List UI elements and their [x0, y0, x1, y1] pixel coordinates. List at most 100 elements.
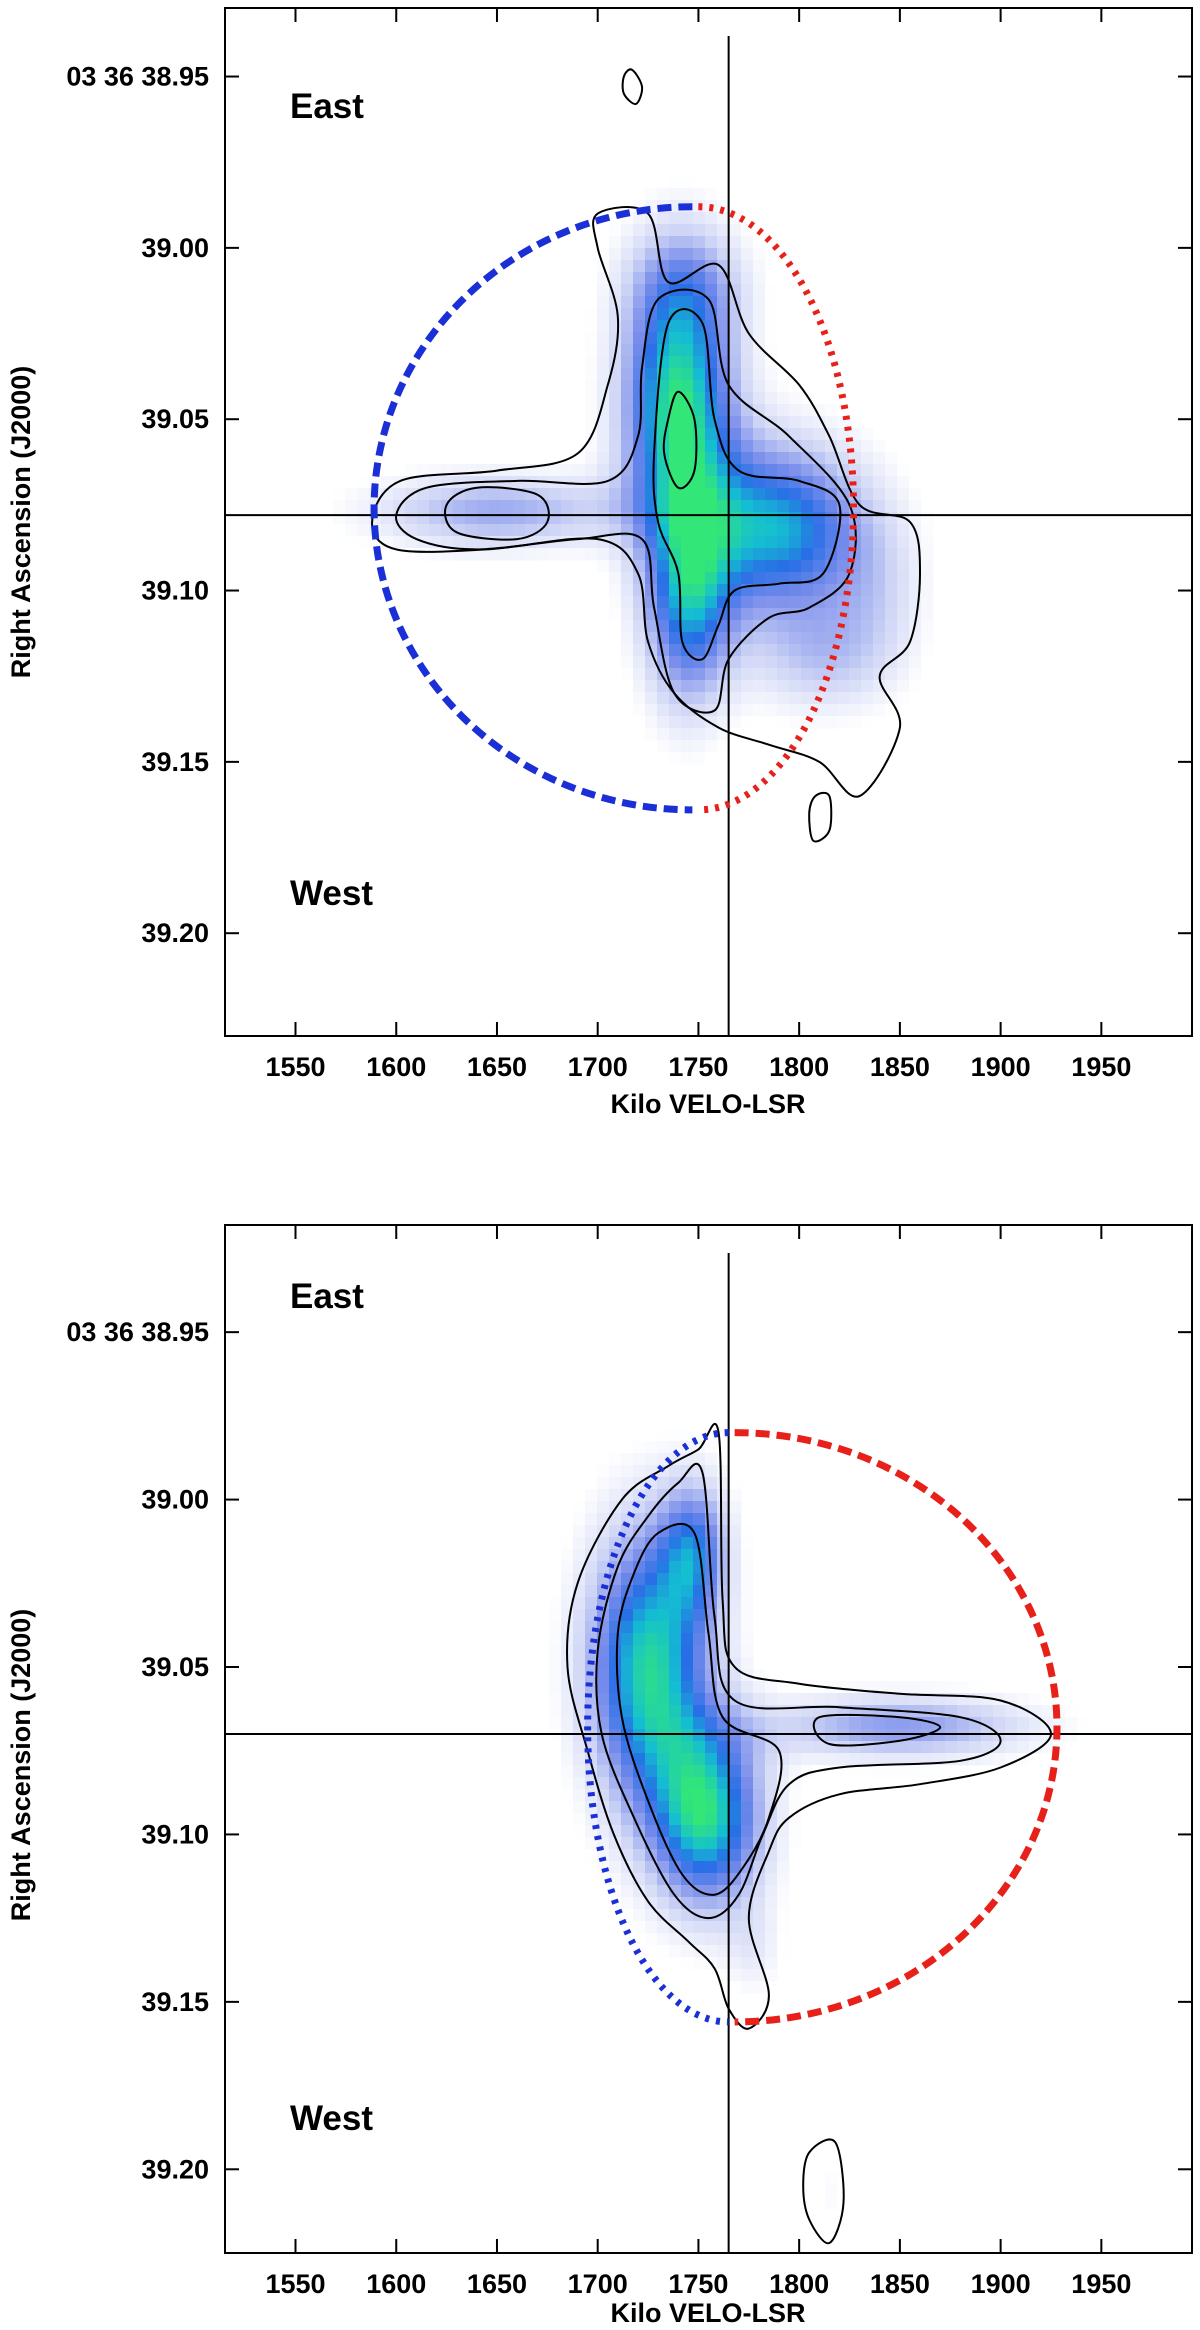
heatmap-cell — [873, 1705, 886, 1718]
heatmap-cell — [645, 368, 658, 381]
y-tick-label: 39.05 — [141, 1652, 209, 1682]
heatmap-cell — [609, 1801, 622, 1814]
heatmap-cell — [729, 524, 742, 537]
heatmap-cell — [1017, 1717, 1030, 1730]
heatmap-cell — [861, 548, 874, 561]
heatmap-cell — [705, 1489, 718, 1502]
heatmap-cell — [693, 728, 706, 741]
heatmap-cell — [717, 1561, 730, 1574]
heatmap-cell — [729, 1681, 742, 1694]
contour-line — [808, 791, 833, 843]
heatmap-cell — [633, 644, 646, 657]
heatmap-cell — [417, 524, 430, 537]
heatmap-cell — [657, 212, 670, 225]
heatmap-cell — [657, 1489, 670, 1502]
heatmap-cell — [681, 1909, 694, 1922]
heatmap-cell — [657, 1801, 670, 1814]
heatmap-cell — [873, 1765, 886, 1778]
heatmap-cell — [969, 1705, 982, 1718]
heatmap-cell — [705, 668, 718, 681]
heatmap-cell — [681, 188, 694, 201]
heatmap-cell — [573, 1621, 586, 1634]
heatmap-cell — [921, 608, 934, 621]
heatmap-cell — [681, 260, 694, 273]
heatmap-cell — [729, 488, 742, 501]
heatmap-cell — [573, 1645, 586, 1658]
heatmap-cell — [897, 1729, 910, 1742]
heatmap-cell — [681, 440, 694, 453]
heatmap-cell — [537, 524, 550, 537]
heatmap-cell — [549, 1597, 562, 1610]
heatmap-cell — [717, 1837, 730, 1850]
heatmap-cell — [669, 1633, 682, 1646]
heatmap-cell — [909, 488, 922, 501]
heatmap-cell — [633, 392, 646, 405]
heatmap-cell — [477, 512, 490, 525]
heatmap-cell — [657, 596, 670, 609]
heatmap-cell — [873, 572, 886, 585]
heatmap-cell — [621, 320, 634, 333]
heatmap-cell — [777, 536, 790, 549]
heatmap-cell — [585, 1849, 598, 1862]
heatmap-cell — [393, 536, 406, 549]
heatmap-cell — [345, 488, 358, 501]
heatmap-cell — [693, 1669, 706, 1682]
heatmap-cell — [885, 548, 898, 561]
heatmap-cell — [621, 1873, 634, 1886]
heatmap-cell — [777, 1837, 790, 1850]
heatmap-cell — [813, 428, 826, 441]
heatmap-cell — [861, 1765, 874, 1778]
heatmap-cell — [753, 692, 766, 705]
heatmap-cell — [525, 548, 538, 561]
heatmap-cell — [921, 548, 934, 561]
heatmap-cell — [885, 632, 898, 645]
ellipse-bottom — [584, 1429, 1060, 2026]
heatmap-cell — [681, 1585, 694, 1598]
heatmap-cell — [717, 584, 730, 597]
heatmap-cell — [669, 1549, 682, 1562]
heatmap-cell — [753, 680, 766, 693]
heatmap-cell — [657, 1789, 670, 1802]
heatmap-cell — [765, 596, 778, 609]
heatmap-cell — [693, 1597, 706, 1610]
heatmap-cell — [729, 404, 742, 417]
heatmap-cell — [645, 1669, 658, 1682]
heatmap-cell — [621, 332, 634, 345]
contour-line — [566, 1422, 1053, 2030]
heatmap-cell — [633, 1921, 646, 1934]
heatmap-cell — [633, 620, 646, 633]
heatmap-cell — [669, 1429, 682, 1442]
heatmap-cell — [621, 1777, 634, 1790]
heatmap-cell — [813, 716, 826, 729]
heatmap-cell — [741, 632, 754, 645]
heatmap-cell — [729, 1669, 742, 1682]
heatmap-cell — [777, 380, 790, 393]
heatmap-cell — [669, 404, 682, 417]
heatmap-cell — [873, 440, 886, 453]
heatmap-cell — [645, 1741, 658, 1754]
heatmap-cell — [717, 332, 730, 345]
heatmap-cell — [657, 644, 670, 657]
heatmap-cell — [765, 284, 778, 297]
heatmap-cell — [657, 1705, 670, 1718]
heatmap-cell — [801, 452, 814, 465]
heatmap-cell — [621, 1561, 634, 1574]
heatmap-cell — [705, 1717, 718, 1730]
heatmap-cell — [621, 1765, 634, 1778]
heatmap-cell — [729, 1537, 742, 1550]
heatmap-cell — [753, 236, 766, 249]
heatmap-cell — [693, 272, 706, 285]
heatmap-cell — [801, 1741, 814, 1754]
heatmap-cell — [657, 584, 670, 597]
heatmap-cell — [441, 524, 454, 537]
heatmap-cell — [621, 656, 634, 669]
heatmap-cell — [753, 248, 766, 261]
heatmap-cell — [657, 1453, 670, 1466]
heatmap-cell — [801, 512, 814, 525]
heatmap-cell — [741, 272, 754, 285]
heatmap-cell — [729, 1813, 742, 1826]
heatmap-cell — [705, 368, 718, 381]
heatmap-cell — [333, 488, 346, 501]
heatmap-cell — [705, 620, 718, 633]
heatmap-cell — [705, 1477, 718, 1490]
